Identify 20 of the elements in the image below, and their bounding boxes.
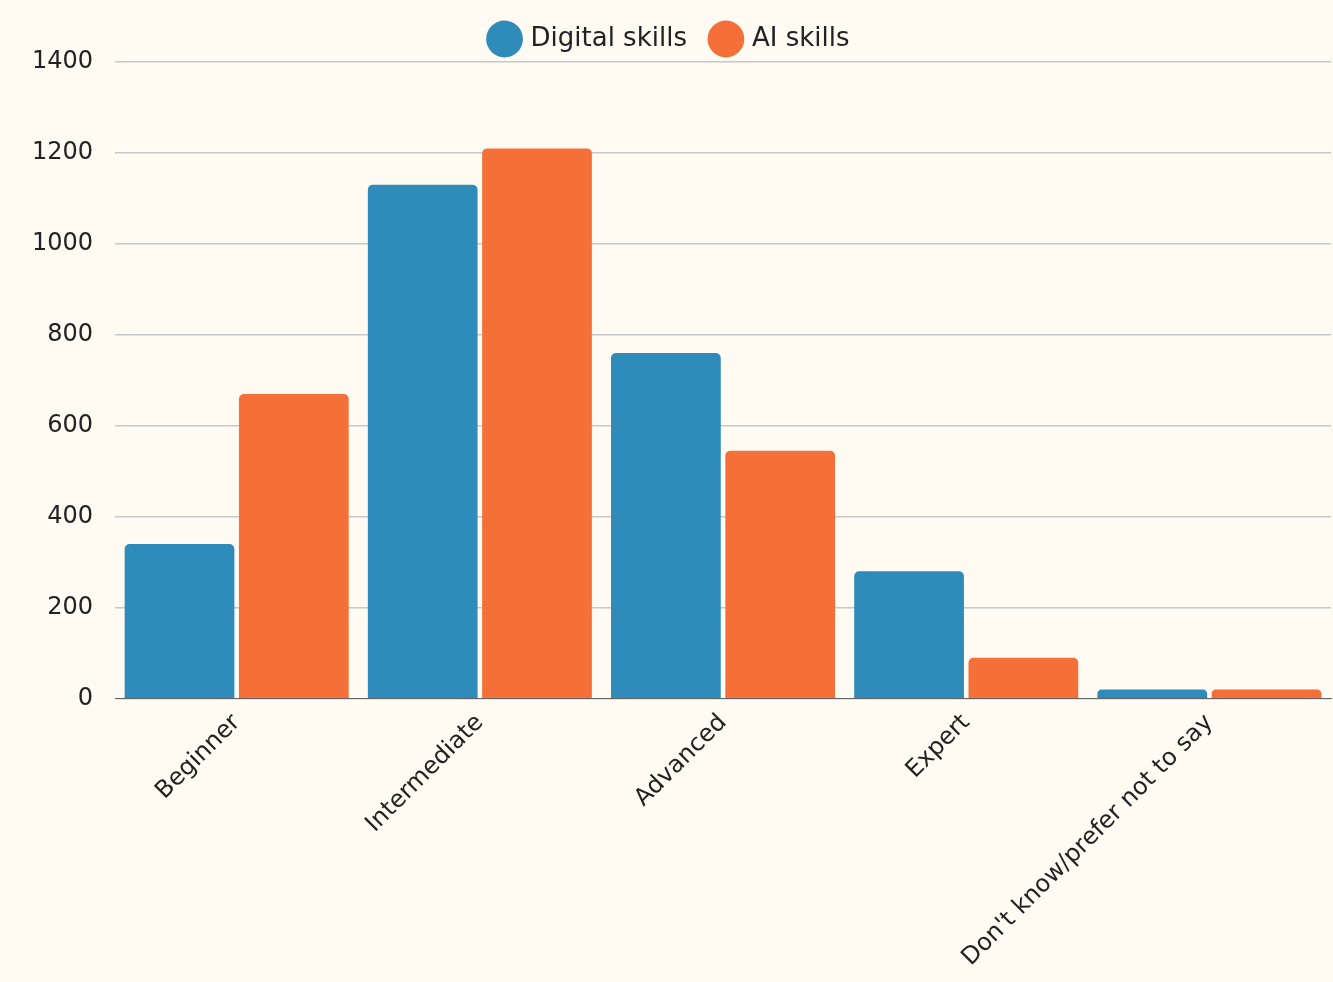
- y-tick-label: 200: [47, 591, 94, 620]
- bar: [611, 353, 721, 698]
- bar: [124, 544, 235, 698]
- bar: [968, 657, 1079, 698]
- legend-label: AI skills: [751, 21, 850, 52]
- legend-label: Digital skills: [530, 21, 687, 52]
- bar: [367, 184, 478, 698]
- bar: [854, 571, 964, 698]
- bar: [1211, 689, 1322, 698]
- y-tick-label: 1000: [32, 228, 94, 257]
- bar: [482, 148, 592, 698]
- y-tick-label: 800: [47, 319, 94, 348]
- bar: [725, 450, 836, 698]
- y-tick-label: 400: [47, 500, 94, 529]
- y-tick-label: 1400: [32, 46, 94, 75]
- bar: [238, 393, 349, 698]
- y-tick-label: 1200: [32, 137, 94, 166]
- y-tick-label: 600: [47, 410, 94, 439]
- y-tick-label: 0: [77, 682, 94, 711]
- bar: [1097, 689, 1208, 698]
